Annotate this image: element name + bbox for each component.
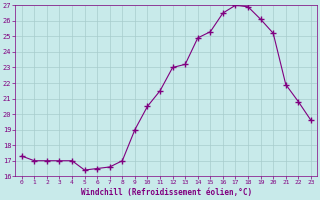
X-axis label: Windchill (Refroidissement éolien,°C): Windchill (Refroidissement éolien,°C): [81, 188, 252, 197]
